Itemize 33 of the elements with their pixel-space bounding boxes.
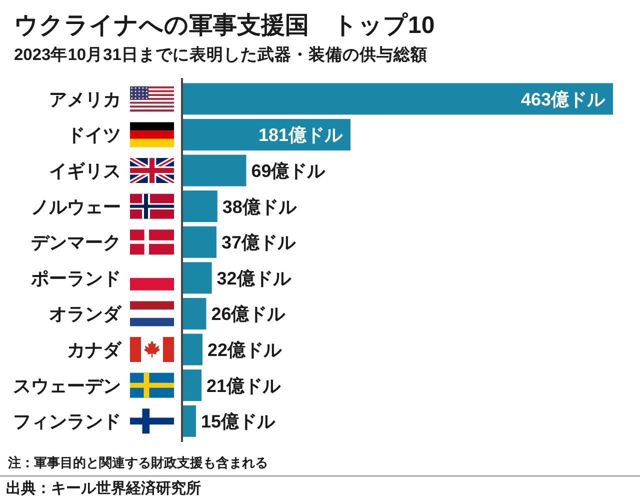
data-label: 181億ドル	[258, 125, 344, 146]
y-tick-label: ノルウェー	[31, 196, 121, 217]
y-tick-label: ドイツ	[67, 125, 121, 146]
y-tick-label: デンマーク	[31, 232, 121, 253]
data-label: 38億ドル	[222, 196, 298, 217]
chart-title: ウクライナへの軍事支援国 トップ10	[14, 12, 435, 39]
bar	[182, 226, 216, 258]
bar	[182, 154, 246, 186]
y-tick-label: カナダ	[67, 340, 122, 360]
bar	[182, 405, 196, 437]
chart-subtitle: 2023年10月31日までに表明した武器・装備の供与総額	[14, 45, 428, 64]
y-tick-label: イギリス	[49, 161, 121, 181]
data-label: 69億ドル	[251, 161, 326, 181]
y-tick-label: フィンランド	[13, 412, 121, 432]
data-label: 22億ドル	[207, 340, 282, 360]
y-tick-label: オランダ	[49, 304, 122, 324]
bar	[182, 190, 218, 222]
text: 注：軍事目的と関連する財政支援も含まれる	[7, 455, 268, 470]
y-tick-label: アメリカ	[49, 89, 121, 110]
data-label: 21億ドル	[206, 376, 282, 396]
data-label: 32億ドル	[216, 268, 292, 288]
data-label: 463億ドル	[520, 89, 606, 110]
data-label: 37億ドル	[221, 232, 296, 253]
y-tick-label: スウェーデン	[13, 376, 121, 396]
bar	[182, 298, 206, 330]
bar	[182, 83, 613, 115]
bar	[182, 370, 202, 402]
data-label: 26億ドル	[211, 304, 286, 324]
y-tick-label: ポーランド	[30, 268, 121, 288]
bar	[182, 262, 212, 294]
data-label: 15億ドル	[200, 412, 276, 432]
source-note: 出典：キール世界経済研究所	[6, 479, 201, 497]
bar	[182, 334, 202, 366]
